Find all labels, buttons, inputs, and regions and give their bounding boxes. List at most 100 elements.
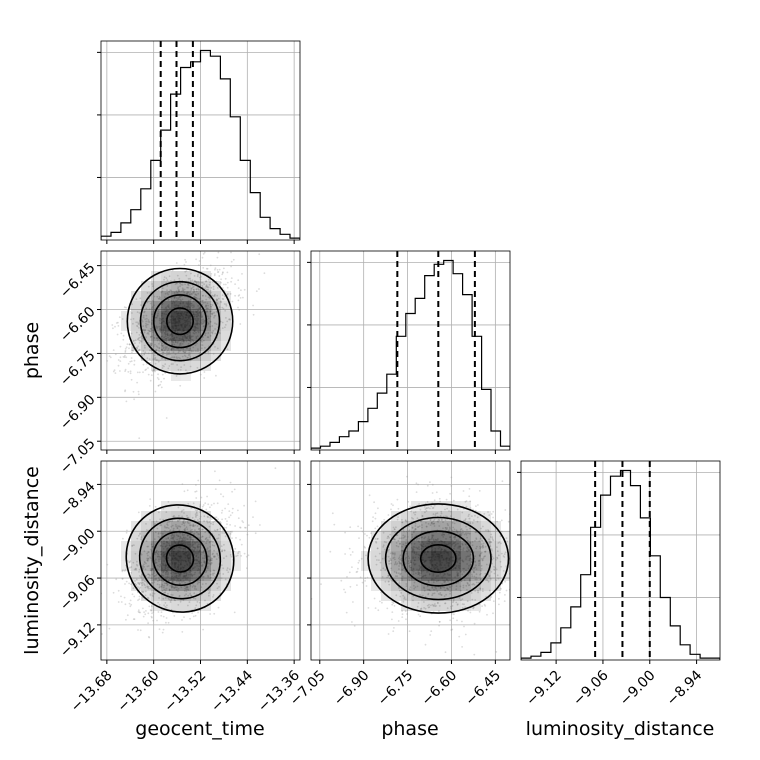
scatter-point: [388, 562, 391, 565]
scatter-point: [195, 588, 198, 591]
density-cell: [191, 571, 201, 581]
scatter-point: [123, 356, 126, 358]
scatter-point: [211, 325, 214, 327]
density-cell: [191, 271, 201, 281]
scatter-point: [114, 353, 117, 356]
y-tick-label: −6.90: [57, 392, 99, 434]
scatter-point: [173, 515, 176, 517]
scatter-point: [117, 325, 120, 327]
scatter-point: [136, 311, 139, 313]
scatter-point: [184, 355, 187, 358]
scatter-point: [400, 592, 402, 594]
y-tick-label: −6.60: [57, 304, 99, 346]
scatter-point: [133, 618, 136, 620]
scatter-point: [391, 618, 393, 621]
scatter-point: [151, 573, 154, 576]
scatter-point: [209, 573, 212, 576]
scatter-point: [392, 538, 395, 540]
density-cell: [171, 531, 181, 541]
scatter-point: [197, 611, 200, 614]
x-tick-label: −13.44: [208, 667, 256, 715]
scatter-point: [176, 364, 179, 366]
scatter-point: [349, 526, 352, 529]
density-cell: [141, 341, 151, 351]
scatter-point: [213, 572, 216, 575]
scatter-point: [199, 352, 202, 354]
scatter-point: [490, 513, 493, 515]
scatter-point: [243, 504, 246, 507]
scatter-point: [162, 628, 165, 631]
scatter-point: [166, 292, 169, 294]
density-cell: [171, 501, 181, 511]
scatter-point: [133, 568, 136, 571]
scatter-point: [210, 562, 213, 564]
scatter-point: [149, 519, 151, 521]
scatter-point: [156, 346, 159, 349]
scatter-point: [484, 555, 486, 558]
scatter-point: [153, 581, 156, 583]
scatter-point: [159, 536, 161, 539]
scatter-point: [200, 323, 203, 325]
scatter-point: [177, 368, 180, 371]
scatter-point: [223, 267, 225, 270]
scatter-point: [196, 601, 199, 603]
scatter-point: [395, 542, 398, 544]
scatter-point: [224, 507, 227, 510]
scatter-point: [426, 507, 428, 509]
scatter-point: [176, 299, 179, 302]
scatter-point: [194, 280, 197, 283]
scatter-point: [179, 298, 182, 301]
scatter-point: [146, 332, 149, 335]
scatter-point: [216, 299, 218, 301]
scatter-point: [238, 294, 241, 296]
scatter-point: [140, 582, 143, 585]
scatter-point: [194, 490, 197, 493]
scatter-point: [145, 368, 148, 371]
scatter-point: [477, 589, 479, 592]
scatter-point: [472, 570, 475, 573]
scatter-point: [138, 327, 140, 329]
scatter-point: [169, 599, 172, 602]
scatter-point: [348, 571, 351, 574]
scatter-point: [220, 577, 223, 580]
scatter-point: [151, 344, 153, 346]
scatter-point: [147, 329, 150, 332]
scatter-point: [178, 518, 181, 521]
scatter-point: [164, 589, 167, 592]
scatter-point: [195, 258, 198, 261]
scatter-point: [246, 533, 249, 536]
scatter-point: [133, 544, 135, 546]
scatter-point: [444, 508, 446, 511]
scatter-point: [135, 298, 138, 300]
scatter-point: [183, 616, 185, 618]
scatter-point: [183, 589, 186, 592]
scatter-point: [221, 550, 224, 553]
scatter-point: [194, 585, 197, 587]
scatter-point: [374, 527, 377, 530]
scatter-point: [201, 575, 204, 578]
scatter-point: [187, 286, 190, 289]
density-cell: [201, 281, 211, 291]
scatter-point: [171, 594, 174, 596]
scatter-point: [117, 601, 120, 603]
scatter-point: [383, 518, 386, 521]
scatter-point: [351, 621, 353, 623]
scatter-point: [201, 256, 204, 259]
scatter-point: [178, 290, 181, 293]
scatter-point: [432, 605, 435, 607]
scatter-point: [209, 310, 212, 312]
scatter-point: [372, 516, 374, 518]
scatter-point: [197, 348, 199, 350]
scatter-point: [226, 523, 228, 526]
scatter-point: [138, 571, 140, 573]
scatter-point: [154, 316, 157, 319]
scatter-point: [474, 514, 476, 517]
scatter-point: [205, 571, 207, 574]
scatter-point: [179, 600, 182, 603]
scatter-point: [147, 557, 150, 560]
density-cell: [171, 331, 181, 341]
y-tick-label: −9.12: [57, 619, 99, 661]
scatter-point: [360, 527, 363, 530]
scatter-point: [461, 598, 464, 600]
scatter-point: [388, 537, 390, 539]
